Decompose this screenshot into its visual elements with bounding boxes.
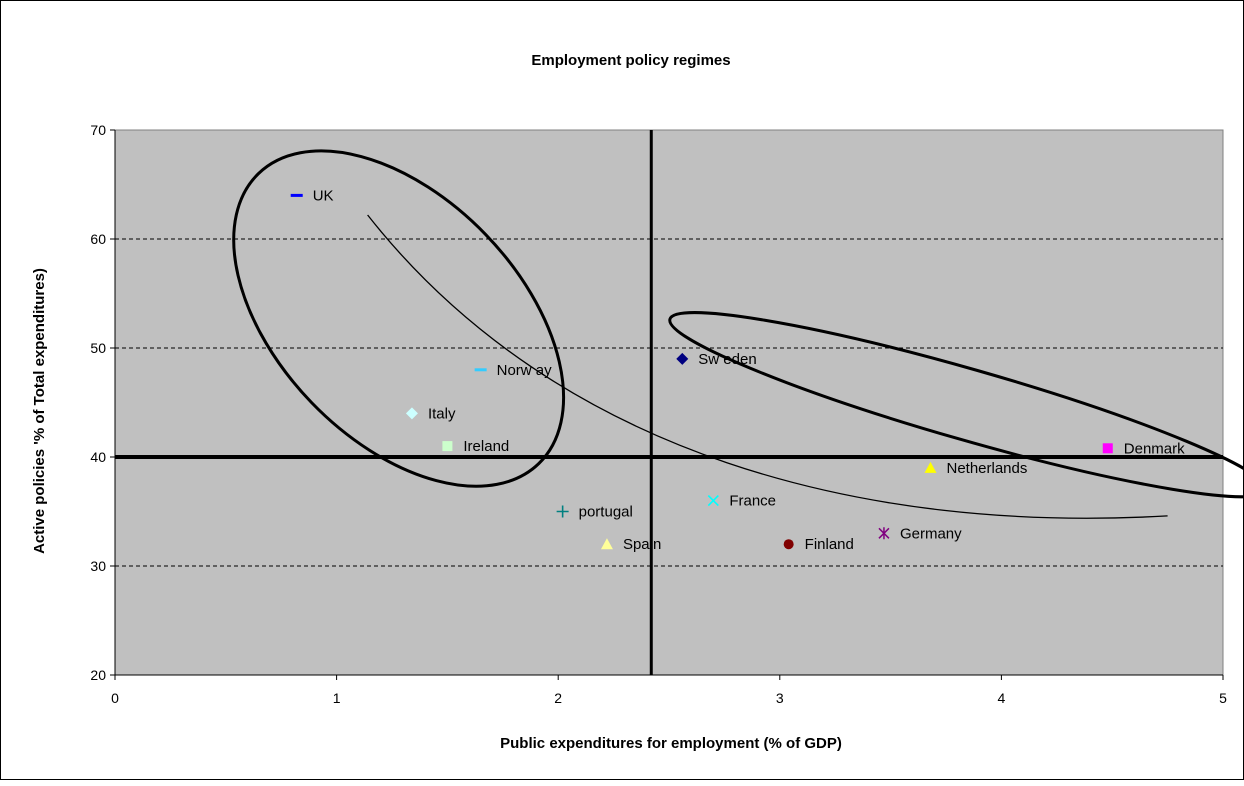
y-tick-label-60: 60 [90, 231, 106, 247]
group-ellipse-2 [668, 311, 1244, 499]
x-axis-title: Public expenditures for employment (% of… [500, 735, 842, 752]
x-tick-label-1: 1 [333, 690, 341, 706]
point-10: Netherlands [924, 460, 1027, 477]
point-label-11: Denmark [1124, 440, 1185, 457]
marker-0 [290, 193, 303, 197]
marker-10 [924, 461, 937, 473]
y-axis-title: Active policies '% of Total expenditures… [31, 268, 48, 554]
point-8: Finland [783, 536, 854, 553]
reference-lines [115, 130, 1223, 675]
marker-3 [442, 441, 453, 452]
plot-area [114, 129, 1224, 676]
chart-title: Employment policy regimes [531, 52, 730, 69]
x-tick-label-4: 4 [998, 690, 1006, 706]
point-6: Sw eden [676, 351, 757, 368]
point-9: Germany [878, 525, 962, 542]
point-label-5: Spain [623, 536, 661, 553]
point-4: portugal [556, 504, 633, 521]
marker-4 [556, 505, 569, 518]
data-points: UK Norw ay Italy Ireland portugal Spain Sw ede… [290, 187, 1185, 553]
point-label-9: Germany [900, 525, 962, 542]
marker-2 [405, 407, 418, 420]
point-0: UK [290, 187, 334, 204]
point-label-7: France [729, 493, 776, 510]
point-label-3: Ireland [463, 438, 509, 455]
point-label-8: Finland [805, 536, 854, 553]
y-tick-label-30: 30 [90, 558, 106, 574]
x-tick-label-0: 0 [111, 690, 119, 706]
group-ellipse-1 [232, 149, 566, 488]
point-label-4: portugal [579, 504, 633, 521]
y-tick-label-50: 50 [90, 340, 106, 356]
point-label-6: Sw eden [698, 351, 756, 368]
point-label-1: Norw ay [497, 362, 553, 379]
point-5: Spain [600, 536, 661, 553]
point-2: Italy [405, 405, 456, 422]
point-3: Ireland [442, 438, 509, 455]
y-tick-label-20: 20 [90, 667, 106, 683]
x-tick-label-3: 3 [776, 690, 784, 706]
marker-7 [707, 495, 719, 507]
marker-11 [1102, 443, 1113, 454]
marker-8 [783, 539, 794, 550]
point-7: France [707, 493, 776, 510]
x-tick-label-2: 2 [554, 690, 562, 706]
x-tick-label-5: 5 [1219, 690, 1227, 706]
marker-6 [676, 352, 689, 365]
marker-9 [878, 527, 890, 540]
point-1: Norw ay [474, 362, 553, 379]
marker-1 [474, 368, 487, 372]
point-11: Denmark [1102, 440, 1185, 457]
trend-curve [367, 214, 1168, 519]
y-tick-label-70: 70 [90, 122, 106, 138]
point-label-0: UK [313, 187, 334, 204]
marker-5 [600, 538, 613, 550]
axes: 20 30 40 50 60 70 0 1 2 3 4 5 [90, 122, 1227, 706]
point-label-2: Italy [428, 405, 456, 422]
y-tick-label-40: 40 [90, 449, 106, 465]
annotations [232, 149, 1244, 519]
point-label-10: Netherlands [946, 460, 1027, 477]
